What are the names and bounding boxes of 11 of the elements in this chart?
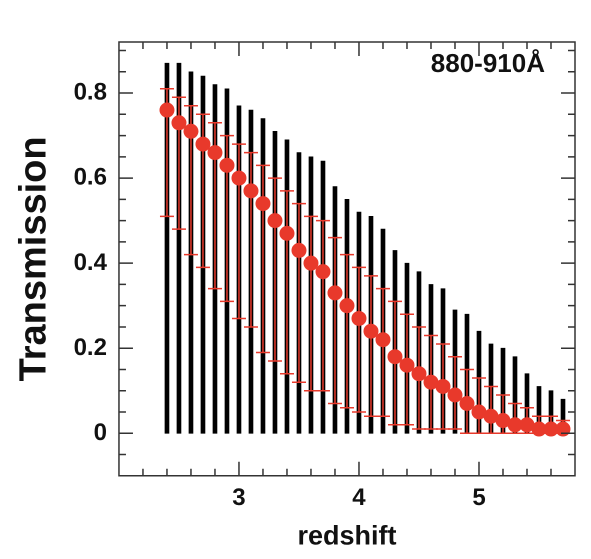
x-axis-title: redshift [297, 520, 396, 550]
y-tick-label: 0.2 [74, 334, 107, 361]
x-tick-label: 5 [472, 484, 486, 511]
y-axis-title: Transmission [12, 136, 54, 382]
y-tick-label: 0.6 [74, 164, 107, 191]
y-tick-label: 0.4 [74, 248, 108, 276]
x-tick-label: 3 [232, 484, 246, 511]
y-tick-label: 0 [94, 418, 107, 446]
x-tick-label: 4 [352, 484, 366, 511]
y-tick-label: 0.8 [74, 78, 107, 106]
annotation: 880-910Å [430, 48, 546, 78]
